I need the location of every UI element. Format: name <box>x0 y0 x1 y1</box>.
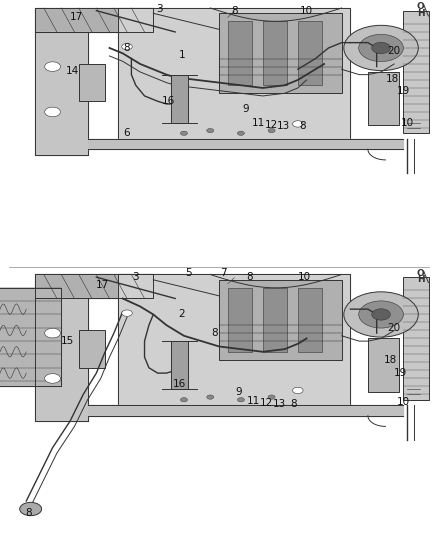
Bar <box>171 75 188 123</box>
Bar <box>368 338 399 392</box>
Text: 20: 20 <box>388 46 401 55</box>
Bar <box>171 341 188 389</box>
Circle shape <box>207 128 214 133</box>
Circle shape <box>180 398 187 402</box>
Circle shape <box>293 121 303 127</box>
Circle shape <box>344 26 418 70</box>
Polygon shape <box>35 8 153 32</box>
Bar <box>368 72 399 125</box>
Text: 16: 16 <box>173 379 186 389</box>
Text: 12: 12 <box>265 120 278 130</box>
Polygon shape <box>35 274 153 298</box>
Text: 17: 17 <box>96 280 110 290</box>
Text: 19: 19 <box>394 368 407 378</box>
Text: 13: 13 <box>272 399 286 409</box>
Polygon shape <box>35 298 88 421</box>
Text: 14: 14 <box>66 66 79 76</box>
Text: 6: 6 <box>124 128 131 138</box>
Circle shape <box>45 374 60 383</box>
Text: 8: 8 <box>124 43 131 53</box>
Text: 8: 8 <box>299 121 306 131</box>
Circle shape <box>45 62 60 71</box>
Text: 17: 17 <box>70 12 83 22</box>
Circle shape <box>20 502 42 516</box>
FancyBboxPatch shape <box>118 274 346 413</box>
Bar <box>263 21 287 85</box>
Circle shape <box>45 328 60 338</box>
Circle shape <box>237 131 244 135</box>
Circle shape <box>237 398 244 402</box>
Text: 5: 5 <box>185 268 192 278</box>
Circle shape <box>122 310 132 317</box>
Text: 11: 11 <box>252 118 265 127</box>
Bar <box>79 330 105 368</box>
Text: H: H <box>417 9 424 18</box>
Text: 3: 3 <box>132 272 139 282</box>
Text: 1: 1 <box>178 50 185 60</box>
Text: 11: 11 <box>247 396 260 406</box>
Circle shape <box>45 107 60 117</box>
Bar <box>228 288 252 352</box>
Bar <box>403 277 429 400</box>
Circle shape <box>359 35 403 62</box>
Circle shape <box>268 128 275 133</box>
Text: 2: 2 <box>178 310 185 319</box>
Text: 3: 3 <box>156 4 163 14</box>
Circle shape <box>180 131 187 135</box>
Text: 13: 13 <box>277 121 290 131</box>
Text: 10: 10 <box>300 6 313 15</box>
Circle shape <box>372 42 390 54</box>
Text: 16: 16 <box>162 96 175 106</box>
Text: 15: 15 <box>61 336 74 346</box>
Text: 8: 8 <box>25 508 32 518</box>
Polygon shape <box>118 8 350 139</box>
Text: 12: 12 <box>260 399 273 408</box>
Circle shape <box>207 395 214 399</box>
Text: O: O <box>417 2 424 11</box>
Text: 8: 8 <box>246 272 253 282</box>
Text: 8: 8 <box>231 6 238 15</box>
Text: 9: 9 <box>235 387 242 397</box>
Text: 18: 18 <box>385 74 399 84</box>
Circle shape <box>344 292 418 337</box>
FancyBboxPatch shape <box>118 8 346 147</box>
Text: 9: 9 <box>242 104 249 114</box>
Text: 10: 10 <box>396 398 410 407</box>
Bar <box>298 21 322 85</box>
Bar <box>228 21 252 85</box>
Text: 8: 8 <box>211 328 218 338</box>
Bar <box>263 288 287 352</box>
Bar <box>219 280 342 360</box>
Bar <box>219 13 342 93</box>
Circle shape <box>293 387 303 393</box>
Text: 10: 10 <box>401 118 414 127</box>
Bar <box>79 64 105 101</box>
Text: 20: 20 <box>388 323 401 333</box>
Circle shape <box>359 301 403 328</box>
Polygon shape <box>118 274 350 405</box>
Polygon shape <box>35 32 88 155</box>
Bar <box>298 288 322 352</box>
Circle shape <box>122 43 132 50</box>
Text: 8: 8 <box>290 399 297 409</box>
Bar <box>403 11 429 133</box>
Text: 18: 18 <box>384 355 397 365</box>
Circle shape <box>268 395 275 399</box>
Text: O: O <box>417 269 424 278</box>
Text: H: H <box>417 276 424 284</box>
Circle shape <box>372 309 390 320</box>
Text: 19: 19 <box>396 86 410 95</box>
Polygon shape <box>0 288 61 386</box>
Text: 7: 7 <box>220 268 227 278</box>
Text: 10: 10 <box>298 272 311 282</box>
